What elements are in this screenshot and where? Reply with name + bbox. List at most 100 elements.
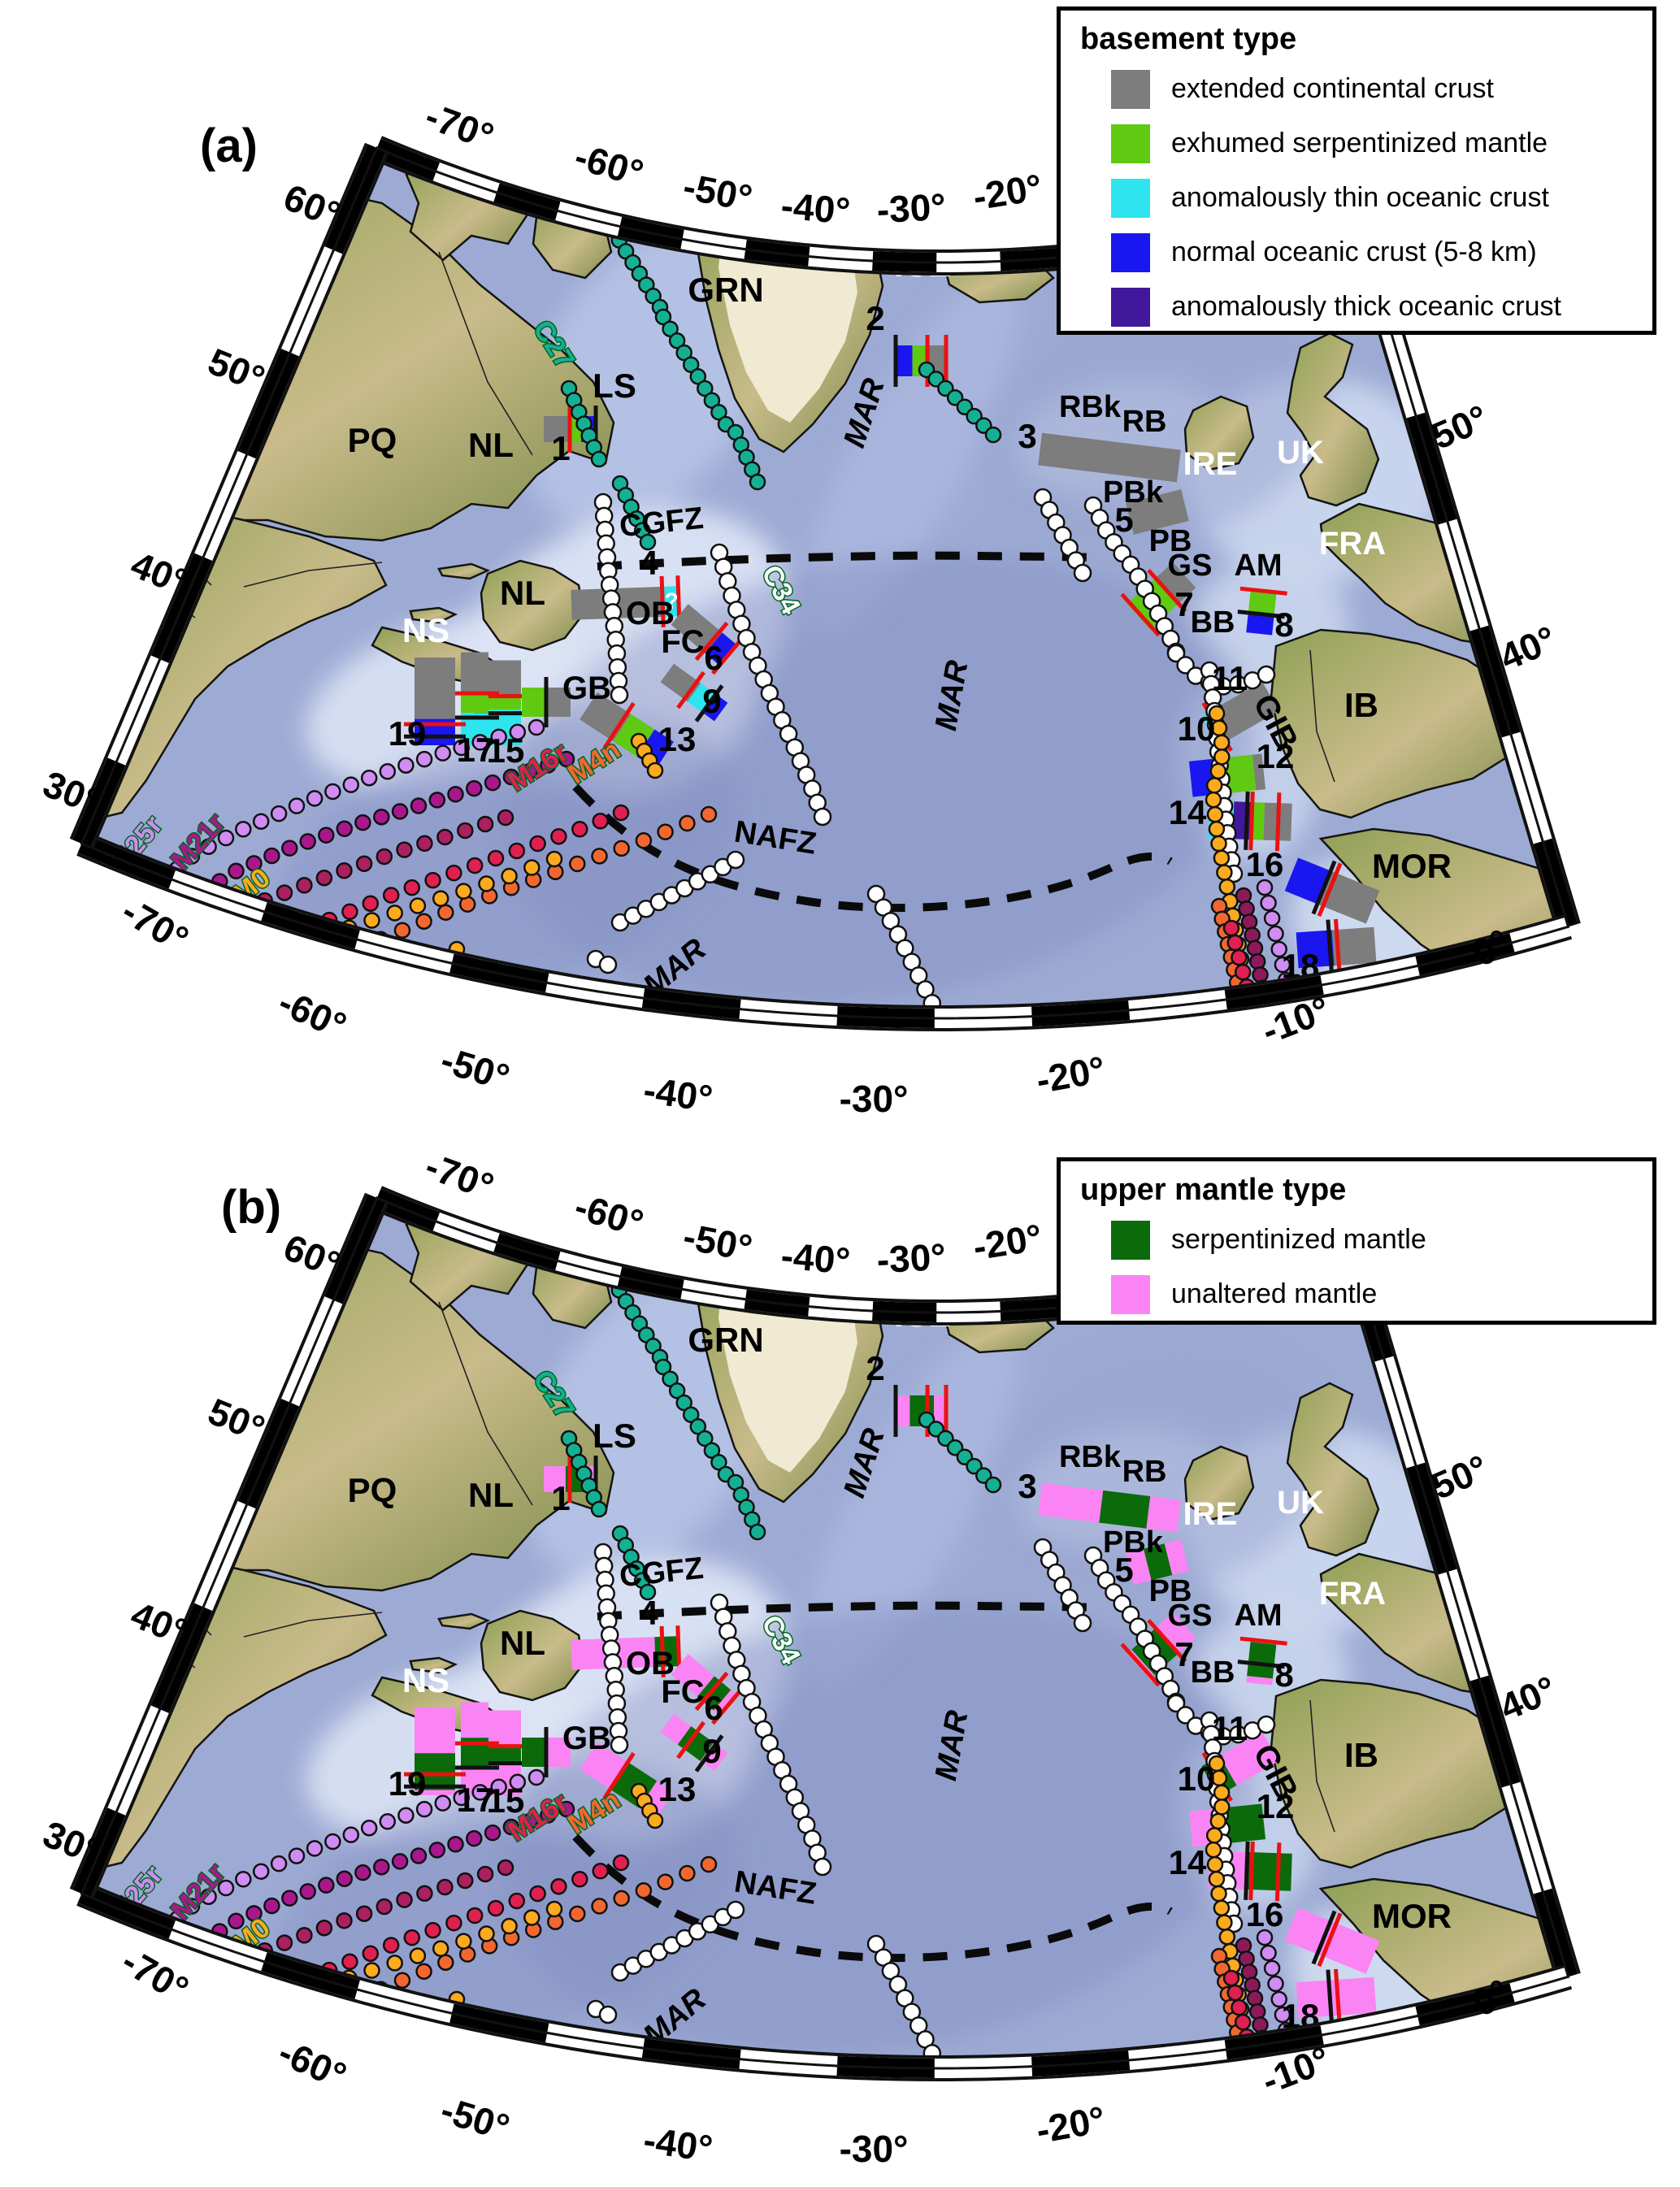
legend-swatch: [1111, 287, 1150, 327]
bar-segment-blue: [705, 632, 737, 666]
magnetic-pick-dot: [308, 960, 326, 978]
geo-label-NL: NL: [500, 1624, 545, 1662]
red-survey-tick: [1120, 592, 1161, 637]
magnetic-pick-dot: [415, 913, 432, 930]
bar-segment-pink: [671, 1654, 714, 1697]
magnetic-pick-dot: [571, 1871, 588, 1888]
magnetic-pick-dot: [432, 890, 449, 907]
magnetic-pick-dot: [1256, 1929, 1274, 1946]
magnetic-pick-dot: [487, 1899, 505, 1917]
map-frame: [80, 146, 1570, 1020]
geo-label-AM: AM: [1234, 1599, 1282, 1633]
magnetic-pick-dot: [984, 426, 1002, 444]
magnetic-pick-dot: [863, 1052, 879, 1069]
magnetic-pick-dot: [198, 1969, 216, 1987]
magnetic-pick-dot: [341, 903, 358, 921]
magnetic-pick-dot: [235, 821, 252, 838]
bar-segment-pink: [896, 1395, 910, 1426]
geo-label-NL: NL: [468, 1476, 514, 1514]
magnetic-pick-dot: [682, 1406, 700, 1423]
geo-label-NS: NS: [402, 1661, 449, 1699]
magnetic-pick-dot: [1213, 849, 1231, 866]
magnetic-pick-dot: [336, 1870, 354, 1887]
bar-segment-cyan: [687, 683, 718, 714]
bar-segment-dgreen: [1099, 1490, 1151, 1529]
bar-segment-blue: [1284, 857, 1331, 905]
axis-top--50°: -50°: [679, 1215, 755, 1269]
axis-top--60°: -60°: [570, 1185, 648, 1244]
bar-segment-pink: [461, 1702, 488, 1738]
red-survey-tick: [1274, 792, 1282, 852]
magnetic-pick-dot: [386, 905, 403, 922]
magnetic-pick-dot: [324, 1833, 341, 1851]
magnetic-pick-dot: [281, 840, 298, 857]
magnetic-pick-dot: [396, 841, 413, 858]
magnetic-pick-dot: [276, 884, 293, 901]
magnetic-pick-dot: [235, 1871, 252, 1888]
magnetic-pick-dot: [447, 786, 464, 803]
magnetic-pick-dot: [200, 838, 217, 855]
legend-item-label: serpentinized mantle: [1171, 1224, 1426, 1255]
site-bar-8: [1237, 586, 1287, 636]
bar-segment-dgreen: [677, 1725, 714, 1761]
magnetic-pick-dot: [453, 739, 470, 757]
site-bar-6: [671, 604, 745, 675]
uncertain-question-mark: ?: [664, 588, 679, 614]
magnetic-pick-dot: [1270, 940, 1287, 958]
magnetic-pick-dot: [749, 1523, 766, 1541]
land-polygon: [1270, 628, 1530, 819]
magnetic-pick-dot: [550, 1877, 567, 1895]
red-survey-tick: [676, 1721, 705, 1760]
geo-label-GB: GB: [562, 670, 611, 706]
magnetic-pick-dot: [183, 1898, 201, 1915]
magnetic-pick-dot: [540, 1807, 557, 1824]
legend-b-items: serpentinized mantle unaltered mantle: [1061, 1213, 1652, 1321]
legend-swatch: [1111, 124, 1150, 163]
legend-swatch: [1111, 178, 1150, 218]
panel-a-label: (a): [200, 119, 258, 172]
axis-bottom--40°: -40°: [641, 1069, 715, 1120]
axis-bottom--30°: -30°: [840, 2128, 909, 2170]
magnetic-pick-dot: [502, 768, 520, 786]
magnetic-pick-dot: [393, 922, 411, 939]
magnetic-pick-dot: [271, 940, 289, 957]
bar-segment-green: [485, 697, 521, 710]
magnetic-pick-dot: [409, 1947, 427, 1964]
red-survey-tick: [1333, 918, 1342, 976]
bar-segment-gray: [1331, 926, 1377, 966]
magnetic-pick-dot: [1256, 879, 1274, 896]
magnetic-pick-dot: [569, 855, 586, 873]
magnetic-pick-dot: [428, 1842, 446, 1859]
magnetic-pick-dot: [393, 1972, 411, 1989]
bar-segment-pink: [660, 1713, 692, 1745]
magnetic-pick-dot: [646, 1812, 664, 1829]
axis-bottom--30°: -30°: [840, 1078, 909, 1120]
land-polygon: [437, 562, 491, 580]
legend-swatch: [1111, 232, 1150, 272]
magnetic-pick-dot: [1274, 2006, 1291, 2024]
magnetic-pick-dot: [487, 849, 505, 867]
magnetic-pick-dot: [654, 1358, 672, 1376]
bar-segment-gray: [544, 416, 570, 442]
magnetic-pick-dot: [224, 2002, 242, 2019]
magnetic-pick-dot: [342, 1826, 360, 1843]
magnetic-pick-dot: [508, 842, 526, 860]
magnetic-pick-dot: [654, 308, 672, 326]
axis-top--20°: -20°: [970, 166, 1045, 219]
site-number-12: 12: [1257, 737, 1295, 775]
legend-item-label: unaltered mantle: [1171, 1278, 1378, 1309]
bar-segment-green: [1248, 588, 1277, 616]
magnetic-pick-dot: [415, 1963, 432, 1980]
political-boundary: [243, 1612, 383, 1638]
magnetic-pick-dot: [1206, 805, 1224, 823]
magnetic-pick-dot: [1216, 1914, 1233, 1931]
black-survey-tick: [1326, 919, 1335, 977]
magnetic-pick-dot: [263, 1897, 280, 1915]
magnetic-pick-dot: [813, 1857, 832, 1877]
magnetic-pick-dot: [1270, 1990, 1287, 2008]
magnetic-pick-dot: [397, 1807, 415, 1824]
magnetic-pick-dot: [726, 1900, 745, 1920]
magnetic-pick-dot: [484, 774, 501, 792]
magnetic-pick-dot: [360, 769, 378, 787]
geo-label-OB: OB: [626, 596, 675, 631]
